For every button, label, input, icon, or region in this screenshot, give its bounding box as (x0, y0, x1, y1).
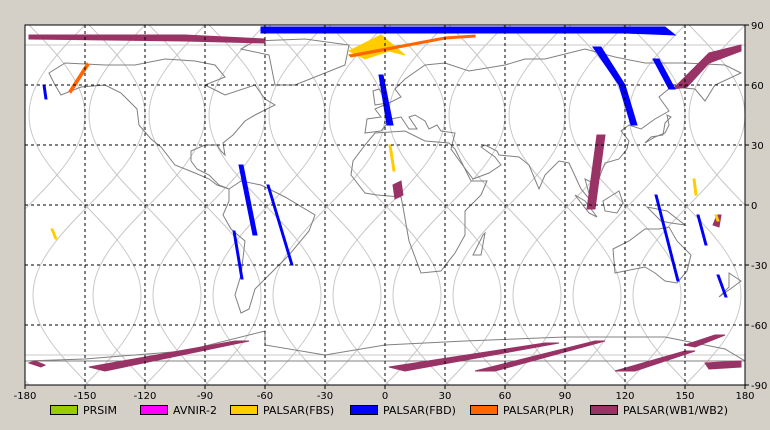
land-outline (645, 206, 687, 226)
y-tick-label: 90 (751, 21, 764, 32)
x-tick-label: 90 (559, 391, 572, 402)
orbit-track (688, 25, 745, 385)
swath-palsar-fbd (654, 194, 680, 282)
swath-palsar-fbs (388, 144, 396, 172)
coverage-map: -180 -150 -120 -90 -60 -30 0 30 60 90 120 150 180 90 6… (14, 21, 768, 402)
legend-swatch (50, 405, 78, 415)
swath-palsar-fbs (50, 228, 58, 240)
swath-palsar-wb (683, 334, 726, 348)
orbit-track (25, 25, 86, 385)
swath-palsar-wb (586, 134, 606, 210)
legend-label: AVNIR-2 (173, 403, 217, 417)
swath-palsar-wb (614, 350, 696, 372)
land-outline (364, 48, 743, 202)
land-outline (718, 272, 742, 298)
legend-swatch (140, 405, 168, 415)
orbit-track (32, 25, 146, 385)
legend-label: PALSAR(WB1/WB2) (623, 403, 729, 417)
orbit-track (152, 25, 266, 385)
x-tick-label: -120 (134, 391, 157, 402)
orbit-track (332, 25, 446, 385)
x-tick-label: 30 (439, 391, 452, 402)
land-outline (612, 226, 692, 284)
legend-swatch (230, 405, 258, 415)
grid-lines (25, 25, 745, 385)
legend-item: PRSIM (50, 403, 117, 417)
swath-palsar-fbs (714, 214, 720, 222)
swath-palsar-fbd (260, 26, 677, 36)
orbit-track (212, 25, 326, 385)
land-outline (239, 38, 350, 86)
swath-palsar-fbd (716, 274, 728, 298)
y-tick-label: 0 (751, 201, 757, 212)
orbit-track (272, 25, 386, 385)
legend-label: PRSIM (83, 403, 117, 417)
legend-swatch (590, 405, 618, 415)
swath-palsar-fbs (692, 178, 698, 196)
land-outline (574, 194, 598, 218)
x-tick-label: -90 (197, 391, 213, 402)
land-outline (222, 180, 316, 314)
map-svg: -180 -150 -120 -90 -60 -30 0 30 60 90 120 150 180 90 6… (14, 21, 768, 402)
y-tick-label: 60 (751, 81, 764, 92)
y-tick-label: -90 (751, 381, 767, 392)
legend-item: PALSAR(FBD) (350, 403, 456, 417)
land-outline (472, 231, 486, 256)
y-tick-label: -60 (751, 321, 767, 332)
swath-palsar-wb (388, 342, 560, 372)
land-outline (644, 114, 672, 144)
x-tick-label: -60 (257, 391, 273, 402)
land-outline (350, 130, 488, 274)
legend-item: PALSAR(FBS) (230, 403, 334, 417)
legend-item: PALSAR(WB1/WB2) (590, 403, 728, 417)
orbit-track (512, 25, 626, 385)
legend-label: PALSAR(FBS) (263, 403, 335, 417)
swath-palsar-fbd (232, 230, 244, 280)
legend-label: PALSAR(FBD) (383, 403, 456, 417)
x-tick-label: 0 (382, 391, 388, 402)
x-tick-label: 120 (615, 391, 634, 402)
y-tick-label: -30 (751, 261, 767, 272)
x-tick-label: -180 (14, 391, 37, 402)
x-tick-label: 60 (499, 391, 512, 402)
x-tick-label: -150 (74, 391, 97, 402)
x-tick-label: -30 (317, 391, 333, 402)
swath-palsar-fbd (696, 214, 708, 246)
swath-palsar-wb-group (27, 34, 742, 372)
legend-item: PALSAR(PLR) (470, 403, 574, 417)
orbit-track (92, 25, 206, 385)
swath-palsar-wb (392, 180, 404, 200)
swath-palsar-wb (474, 340, 606, 372)
swath-palsar-fbd (378, 74, 394, 126)
legend-item: AVNIR-2 (140, 403, 217, 417)
legend-label: PALSAR(PLR) (503, 403, 574, 417)
swath-palsar-fbd (238, 164, 258, 236)
x-tick-label: 150 (675, 391, 694, 402)
orbit-track (452, 25, 566, 385)
swath-palsar-wb (88, 340, 250, 372)
orbit-track (632, 25, 745, 385)
swath-palsar-wb (27, 360, 47, 368)
swath-palsar-wb (704, 360, 742, 370)
legend: PRSIM AVNIR-2 PALSAR(FBS) PALSAR(FBD) PALSAR… (0, 400, 770, 428)
land-outline (602, 190, 624, 214)
x-tick-label: 180 (735, 391, 754, 402)
orbit-track (392, 25, 506, 385)
legend-swatch (350, 405, 378, 415)
swath-palsar-wb (671, 44, 742, 90)
legend-swatch (470, 405, 498, 415)
swath-palsar-fbd (652, 58, 676, 90)
y-tick-label: 30 (751, 141, 764, 152)
